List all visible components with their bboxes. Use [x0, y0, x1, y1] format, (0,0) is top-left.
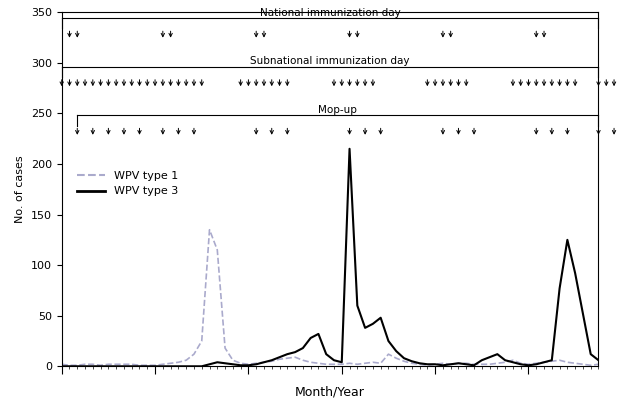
- Legend: WPV type 1, WPV type 3: WPV type 1, WPV type 3: [73, 166, 183, 201]
- WPV type 1: [66, 363, 73, 368]
- Y-axis label: No. of cases: No. of cases: [15, 155, 25, 223]
- WPV type 3: [525, 363, 532, 368]
- WPV type 1: [136, 363, 143, 368]
- WPV type 1: [237, 361, 244, 366]
- Text: National immunization day: National immunization day: [260, 8, 400, 18]
- WPV type 1: [206, 227, 213, 232]
- WPV type 1: [595, 362, 602, 367]
- Line: WPV type 3: WPV type 3: [62, 149, 598, 366]
- Line: WPV type 1: WPV type 1: [62, 230, 598, 365]
- WPV type 3: [362, 326, 369, 330]
- WPV type 1: [299, 358, 307, 363]
- WPV type 1: [532, 361, 540, 366]
- WPV type 3: [128, 364, 135, 369]
- X-axis label: Month/Year: Month/Year: [295, 385, 365, 398]
- WPV type 1: [58, 362, 65, 367]
- WPV type 3: [595, 358, 602, 363]
- WPV type 3: [346, 147, 354, 151]
- Text: Mop-up: Mop-up: [318, 105, 357, 115]
- WPV type 3: [183, 364, 190, 369]
- Text: Subnational immunization day: Subnational immunization day: [251, 56, 410, 66]
- WPV type 3: [517, 362, 524, 367]
- WPV type 1: [369, 360, 376, 365]
- WPV type 3: [222, 361, 229, 366]
- WPV type 1: [190, 352, 197, 357]
- WPV type 3: [58, 364, 65, 369]
